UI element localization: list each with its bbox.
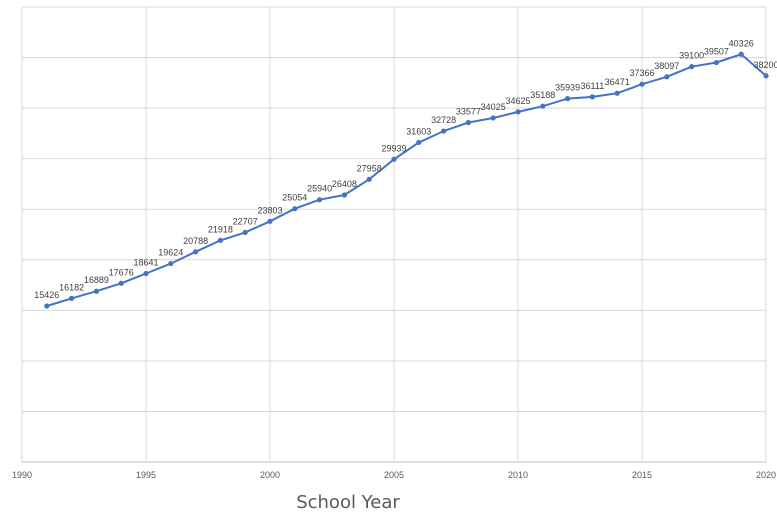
data-label: 38097	[654, 61, 679, 71]
data-point	[614, 90, 620, 96]
data-label: 38200	[753, 60, 777, 70]
data-point	[763, 73, 769, 79]
data-point	[441, 128, 447, 134]
data-point	[664, 74, 670, 80]
x-axis-title: School Year	[296, 492, 400, 513]
data-point	[118, 280, 124, 286]
data-point	[292, 206, 298, 212]
data-point	[366, 176, 372, 182]
data-label: 27958	[357, 163, 382, 173]
axes: 1990 1995 2000 2005 2010 2015 2020	[12, 461, 776, 480]
data-label: 39507	[704, 47, 729, 57]
data-label: 39100	[679, 51, 704, 61]
series-layer	[44, 51, 769, 309]
data-point	[689, 64, 695, 70]
data-point	[515, 109, 521, 115]
data-point	[217, 237, 223, 243]
data-label: 25940	[307, 184, 332, 194]
x-tick-label: 1995	[136, 470, 156, 480]
data-point	[391, 156, 397, 162]
data-label: 36111	[581, 81, 605, 91]
data-point	[317, 197, 323, 203]
data-label: 20788	[183, 236, 208, 246]
data-label: 37366	[629, 68, 654, 78]
x-tick-label: 1990	[12, 470, 32, 480]
x-tick-label: 2005	[384, 470, 404, 480]
data-point	[416, 139, 422, 146]
data-point	[93, 288, 99, 294]
data-label: 29939	[381, 143, 406, 153]
data-point	[589, 94, 596, 100]
data-label: 21918	[208, 224, 233, 234]
data-label: 22707	[233, 216, 258, 226]
data-label: 16889	[84, 275, 109, 285]
data-label: 32728	[431, 115, 456, 125]
series-line	[45, 53, 767, 307]
data-label: 19624	[158, 248, 183, 258]
data-label: 35939	[555, 83, 580, 93]
data-point	[341, 192, 347, 198]
data-point	[490, 115, 496, 121]
data-label: 25054	[282, 193, 307, 203]
x-tick-label: 2015	[632, 470, 652, 480]
data-label: 15426	[34, 290, 59, 300]
data-point	[713, 59, 720, 66]
data-point	[565, 96, 571, 102]
x-tick-label: 2000	[260, 470, 280, 480]
data-point	[242, 229, 248, 236]
data-point	[267, 218, 273, 224]
x-tick-label: 2010	[508, 470, 528, 480]
data-label: 34025	[481, 102, 506, 112]
data-point	[143, 270, 149, 277]
data-label: 16182	[59, 282, 84, 292]
data-label: 40326	[729, 38, 754, 48]
data-label: 35188	[530, 90, 555, 100]
data-point	[639, 81, 645, 87]
data-point	[540, 103, 546, 109]
data-label: 36471	[605, 77, 630, 87]
data-point	[168, 260, 174, 267]
data-point	[69, 295, 75, 301]
data-label: 31603	[406, 126, 431, 136]
data-label: 26408	[332, 179, 357, 189]
data-point	[465, 119, 471, 126]
x-tick-label: 2020	[756, 470, 776, 480]
data-point	[44, 303, 50, 309]
data-label: 23803	[257, 205, 282, 215]
data-label: 17676	[109, 267, 134, 277]
data-labels: 1542616182168891767618641196242078821918…	[34, 38, 777, 300]
data-label: 33577	[456, 106, 481, 116]
data-label: 34625	[505, 96, 530, 106]
data-point	[738, 51, 744, 57]
data-point	[193, 249, 199, 255]
data-label: 18641	[133, 258, 158, 268]
